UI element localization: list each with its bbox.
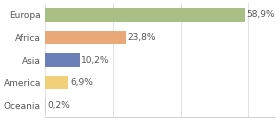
- Bar: [45, 31, 126, 44]
- Bar: [45, 53, 80, 67]
- Bar: [45, 76, 68, 89]
- Bar: [45, 8, 244, 22]
- Text: 58,9%: 58,9%: [246, 10, 275, 19]
- Text: 10,2%: 10,2%: [81, 55, 110, 65]
- Text: 6,9%: 6,9%: [70, 78, 93, 87]
- Bar: [45, 98, 46, 112]
- Text: 0,2%: 0,2%: [47, 101, 70, 110]
- Text: 23,8%: 23,8%: [127, 33, 156, 42]
